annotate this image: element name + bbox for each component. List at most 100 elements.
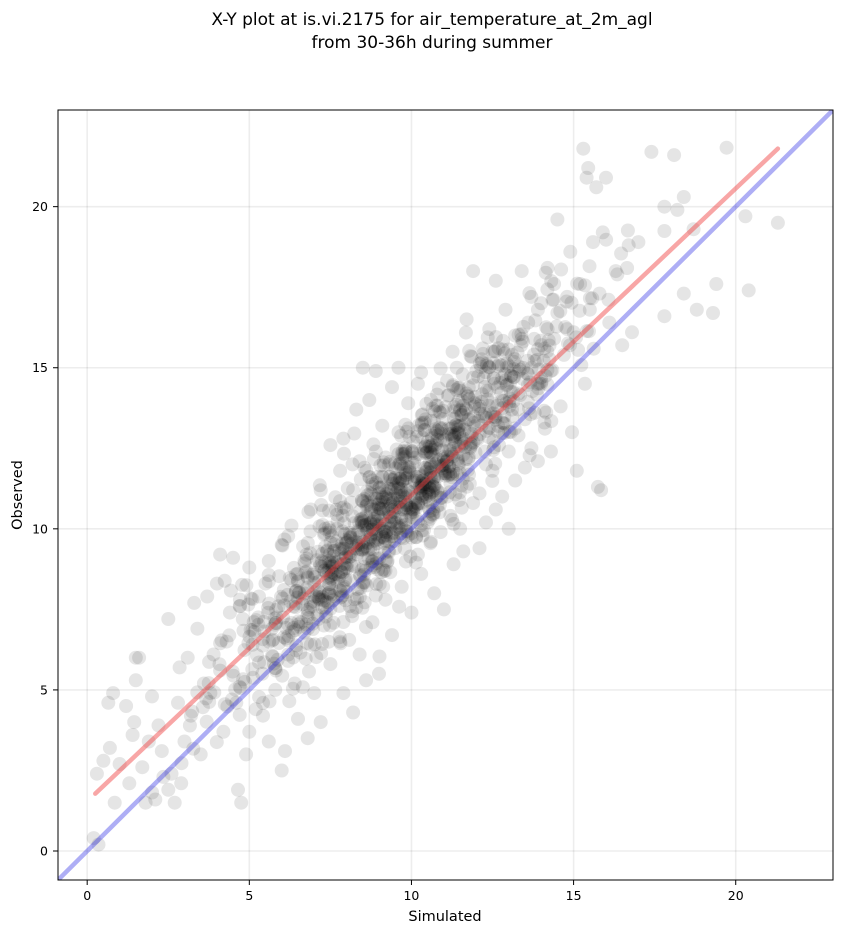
- scatter-point: [550, 306, 565, 320]
- scatter-point: [378, 592, 393, 607]
- scatter-point: [497, 346, 512, 361]
- scatter-point: [442, 485, 457, 500]
- scatter-point: [171, 695, 185, 710]
- scatter-point: [460, 463, 475, 478]
- scatter-point: [345, 457, 360, 472]
- scatter-point: [579, 324, 594, 339]
- scatter-point: [452, 465, 467, 480]
- scatter-point: [363, 529, 378, 544]
- scatter-point: [375, 418, 390, 433]
- scatter-point: [297, 586, 312, 601]
- scatter-point: [462, 412, 477, 427]
- scatter-point: [414, 566, 429, 581]
- scatter-point: [257, 614, 271, 629]
- scatter-point: [521, 315, 536, 330]
- scatter-point: [315, 589, 330, 604]
- scatter-point: [359, 508, 374, 523]
- scatter-point: [438, 468, 453, 483]
- scatter-point: [513, 388, 528, 402]
- plot-frame: [57, 109, 834, 881]
- scatter-point: [431, 424, 445, 439]
- scatter-point: [530, 302, 545, 317]
- scatter-point: [409, 501, 424, 516]
- scatter-point: [371, 469, 385, 484]
- scatter-point: [363, 499, 378, 514]
- scatter-point: [446, 464, 461, 479]
- x-tick-label: 20: [728, 888, 744, 903]
- scatter-point: [442, 459, 457, 473]
- scatter-point: [428, 426, 443, 441]
- scatter-point: [491, 418, 506, 433]
- scatter-point: [502, 399, 517, 414]
- scatter-point: [199, 691, 214, 706]
- scatter-point: [301, 602, 315, 617]
- scatter-point: [409, 429, 424, 444]
- scatter-point: [336, 581, 351, 596]
- scatter-point: [370, 497, 385, 512]
- scatter-point: [475, 341, 490, 356]
- scatter-point: [394, 518, 409, 533]
- scatter-point: [417, 423, 432, 438]
- scatter-point: [339, 557, 354, 572]
- scatter-point: [522, 286, 537, 301]
- scatter-point: [414, 496, 429, 511]
- scatter-point: [401, 396, 416, 411]
- scatter-point: [441, 468, 456, 483]
- scatter-point: [447, 400, 462, 415]
- scatter-point: [418, 439, 433, 454]
- scatter-point: [183, 708, 198, 723]
- scatter-point: [426, 503, 441, 518]
- scatter-point: [374, 524, 389, 539]
- x-tick-label: 10: [403, 888, 419, 903]
- scatter-point: [507, 370, 521, 385]
- scatter-point: [502, 424, 517, 439]
- scatter-point: [356, 494, 371, 509]
- scatter-point: [454, 407, 469, 422]
- scatter-point: [353, 581, 368, 595]
- scatter-point: [280, 587, 295, 602]
- scatter-point: [338, 593, 353, 608]
- scatter-point: [226, 668, 241, 683]
- scatter-point: [185, 704, 200, 719]
- scatter-point: [337, 562, 351, 577]
- scatter-point: [365, 522, 380, 537]
- scatter-point: [451, 393, 466, 408]
- scatter-point: [425, 438, 439, 453]
- scatter-point: [356, 535, 371, 549]
- scatter-point: [398, 490, 413, 505]
- scatter-point: [209, 735, 224, 750]
- scatter-point: [422, 509, 437, 524]
- scatter-point: [177, 734, 192, 749]
- scatter-point: [339, 502, 354, 517]
- scatter-point: [466, 496, 481, 511]
- scatter-point: [379, 492, 394, 507]
- scatter-point: [344, 536, 359, 551]
- scatter-point: [425, 448, 440, 462]
- scatter-point: [406, 504, 421, 519]
- scatter-point: [512, 362, 527, 377]
- scatter-point: [449, 410, 464, 425]
- scatter-point: [446, 411, 461, 426]
- scatter-point: [400, 524, 415, 539]
- scatter-point: [540, 377, 555, 392]
- scatter-point: [454, 432, 469, 447]
- scatter-point: [331, 567, 346, 582]
- scatter-point: [365, 522, 380, 537]
- scatter-point: [107, 795, 122, 810]
- scatter-point: [443, 444, 458, 459]
- scatter-point: [410, 547, 425, 562]
- scatter-point: [344, 549, 359, 564]
- scatter-point: [357, 517, 372, 532]
- scatter-point: [265, 621, 279, 636]
- scatter-point: [213, 636, 228, 651]
- scatter-point: [391, 447, 406, 461]
- scatter-point: [226, 550, 241, 565]
- scatter-point: [511, 364, 526, 379]
- scatter-point: [402, 489, 417, 504]
- x-axis-label: Simulated: [408, 909, 481, 925]
- scatter-point: [242, 724, 257, 739]
- scatter-point: [375, 513, 390, 528]
- scatter-point: [386, 495, 400, 510]
- scatter-point: [423, 534, 438, 549]
- scatter-point: [363, 516, 378, 531]
